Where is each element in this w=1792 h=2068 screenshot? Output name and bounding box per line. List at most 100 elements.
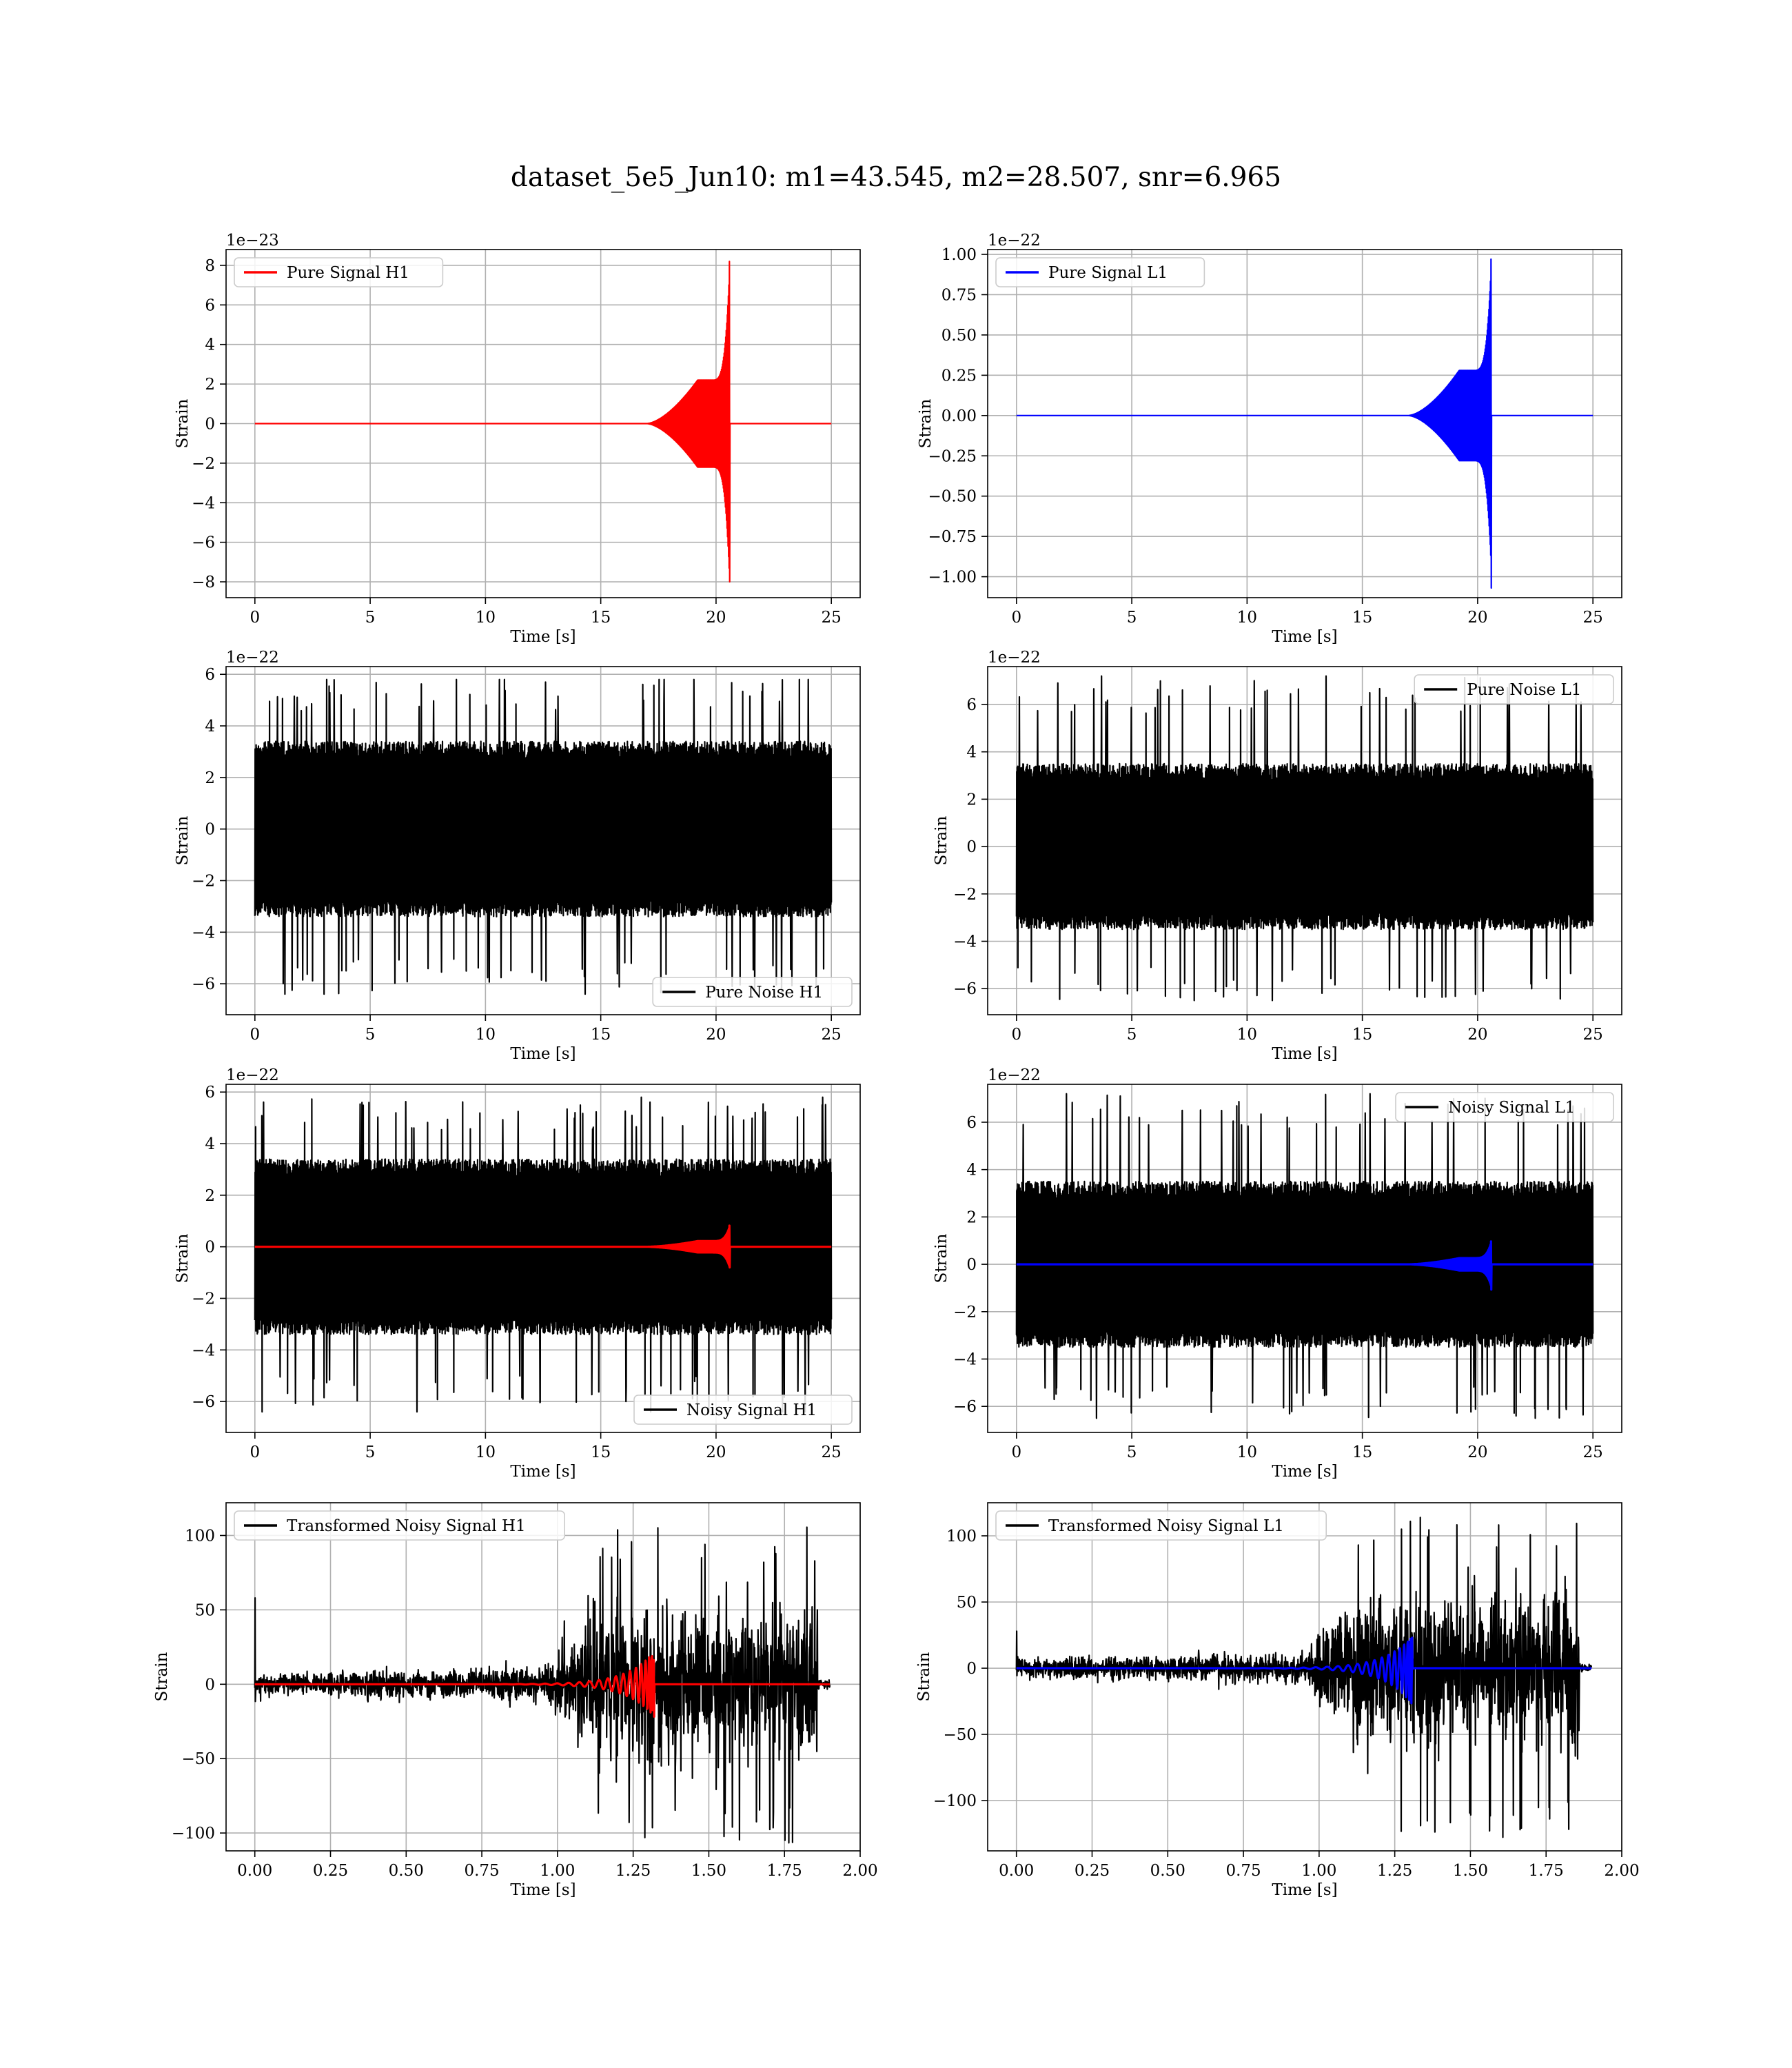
axes-frame	[987, 1084, 1622, 1433]
y-tick-label: 8	[205, 257, 215, 275]
x-tick-label: 0	[1011, 1443, 1021, 1461]
x-tick-label: 25	[1583, 1026, 1603, 1044]
y-tick-label: 6	[966, 1114, 977, 1132]
x-tick-label: 25	[1583, 609, 1603, 627]
legend-box	[995, 1510, 1327, 1541]
series-line-transformed-l1-1	[1015, 1636, 1593, 1705]
y-tick-label: −0.50	[928, 488, 977, 506]
x-axis-label: Time [s]	[510, 1045, 576, 1063]
x-tick-label: 15	[591, 1443, 611, 1461]
x-tick-label: 20	[1467, 1026, 1487, 1044]
y-tick-label: 0.75	[941, 286, 977, 304]
axes-frame	[987, 249, 1622, 598]
legend-label: Pure Signal L1	[1048, 264, 1168, 282]
x-tick-label: 0.00	[237, 1862, 272, 1880]
y-tick-label: −2	[953, 1304, 977, 1321]
plot-area	[1016, 258, 1594, 589]
y-tick-label: 6	[205, 296, 215, 314]
legend: Noisy Signal L1	[1395, 1092, 1614, 1122]
y-tick-label: −4	[953, 1351, 977, 1369]
series-line-noisy-signal-l1-1	[1015, 1240, 1594, 1291]
y-tick-label: 4	[966, 1162, 977, 1179]
y-tick-label: −6	[192, 534, 215, 552]
x-tick-label: 25	[822, 609, 842, 627]
y-tick-label: −2	[953, 886, 977, 904]
x-tick-label: 10	[476, 1026, 496, 1044]
axes-frame	[225, 1502, 861, 1852]
x-tick-label: 10	[1237, 1026, 1257, 1044]
x-axis-label: Time [s]	[1272, 628, 1337, 646]
x-tick-label: 0.25	[313, 1862, 348, 1880]
y-tick-label: 0.00	[941, 407, 977, 425]
x-tick-label: 0.50	[1150, 1862, 1185, 1880]
y-tick-label: −8	[192, 574, 215, 591]
x-tick-label: 1.50	[691, 1862, 726, 1880]
y-tick-label: 2	[205, 376, 215, 394]
x-tick-label: 25	[822, 1026, 842, 1044]
series-line-noisy-signal-h1-0	[254, 1096, 833, 1413]
subplot-pure-signal-h1: 0 5 10 15 20 25 −8 −6 −4 −2 0 2 4 6 8 Time [s] Strain 1e−…	[174, 232, 861, 646]
x-tick-label: 0	[250, 1026, 260, 1044]
x-tick-label: 5	[365, 609, 376, 627]
offset-label: 1e−23	[226, 232, 279, 250]
series-line-noisy-signal-l1-0	[1015, 1093, 1594, 1419]
x-tick-label: 1.25	[1377, 1862, 1412, 1880]
y-tick-label: 0	[205, 1676, 215, 1694]
y-tick-label: 100	[185, 1527, 215, 1545]
y-tick-label: 0	[966, 1256, 977, 1274]
legend-box	[1414, 674, 1614, 704]
x-tick-label: 5	[1127, 1026, 1137, 1044]
y-axis-label: Strain	[933, 1233, 950, 1283]
y-tick-label: −2	[192, 872, 215, 890]
axes-frame	[225, 666, 861, 1015]
x-tick-label: 15	[591, 609, 611, 627]
y-tick-label: 2	[205, 1187, 215, 1205]
y-tick-label: −0.25	[928, 447, 977, 465]
subplot-pure-noise-l1: 0 5 10 15 20 25 −6 −4 −2 0 2 4 6 Time [s] Strain 1e−22 P…	[933, 649, 1622, 1063]
y-tick-label: −4	[953, 933, 977, 951]
y-tick-label: 50	[957, 1594, 977, 1612]
y-tick-label: 6	[205, 1084, 215, 1102]
y-tick-label: 1.00	[941, 246, 977, 264]
y-axis-label: Strain	[174, 398, 192, 448]
y-tick-label: 0	[966, 1660, 977, 1678]
x-tick-label: 5	[365, 1443, 376, 1461]
y-tick-label: −6	[953, 980, 977, 998]
x-axis-label: Time [s]	[1272, 1881, 1337, 1899]
legend: Transformed Noisy Signal L1	[995, 1510, 1327, 1541]
x-tick-label: 2.00	[842, 1862, 877, 1880]
x-tick-label: 2.00	[1604, 1862, 1639, 1880]
legend-box	[995, 257, 1205, 287]
y-tick-label: 0	[205, 1239, 215, 1257]
series-line-noisy-signal-h1-1	[254, 1224, 833, 1269]
legend-label: Transformed Noisy Signal L1	[1048, 1517, 1284, 1535]
x-tick-label: 10	[476, 1443, 496, 1461]
y-tick-label: 2	[205, 769, 215, 787]
legend: Pure Noise L1	[1414, 674, 1614, 704]
x-tick-label: 0	[1011, 609, 1021, 627]
x-axis-label: Time [s]	[510, 1463, 576, 1481]
series-line-pure-signal-l1-0	[1016, 258, 1594, 589]
x-tick-label: 5	[1127, 1443, 1137, 1461]
series-line-transformed-h1-1	[254, 1655, 831, 1718]
x-tick-label: 1.75	[1529, 1862, 1564, 1880]
y-tick-label: 50	[195, 1601, 215, 1619]
x-tick-label: 0.25	[1075, 1862, 1110, 1880]
y-tick-label: −2	[192, 455, 215, 473]
y-axis-label: Strain	[174, 1233, 192, 1283]
offset-label: 1e−22	[226, 1066, 279, 1084]
y-tick-label: −4	[192, 494, 215, 512]
legend-label: Pure Noise H1	[705, 984, 823, 1002]
subplot-noisy-signal-h1: 0 5 10 15 20 25 −6 −4 −2 0 2 4 6 Time [s] Strain 1e−22 N…	[174, 1066, 861, 1481]
x-tick-label: 25	[1583, 1443, 1603, 1461]
x-tick-label: 0.75	[464, 1862, 499, 1880]
subplot-noisy-signal-l1: 0 5 10 15 20 25 −6 −4 −2 0 2 4 6 Time [s] Strain 1e−22 N…	[933, 1066, 1622, 1481]
x-tick-label: 10	[1237, 1443, 1257, 1461]
axes-frame	[987, 1502, 1622, 1852]
subplot-transformed-l1: 0.00 0.25 0.50 0.75 1.00 1.25 1.50 1.75 2.00 −100…	[915, 1502, 1640, 1899]
y-tick-label: −50	[943, 1726, 977, 1744]
y-tick-label: 4	[205, 336, 215, 354]
x-tick-label: 15	[1352, 609, 1372, 627]
